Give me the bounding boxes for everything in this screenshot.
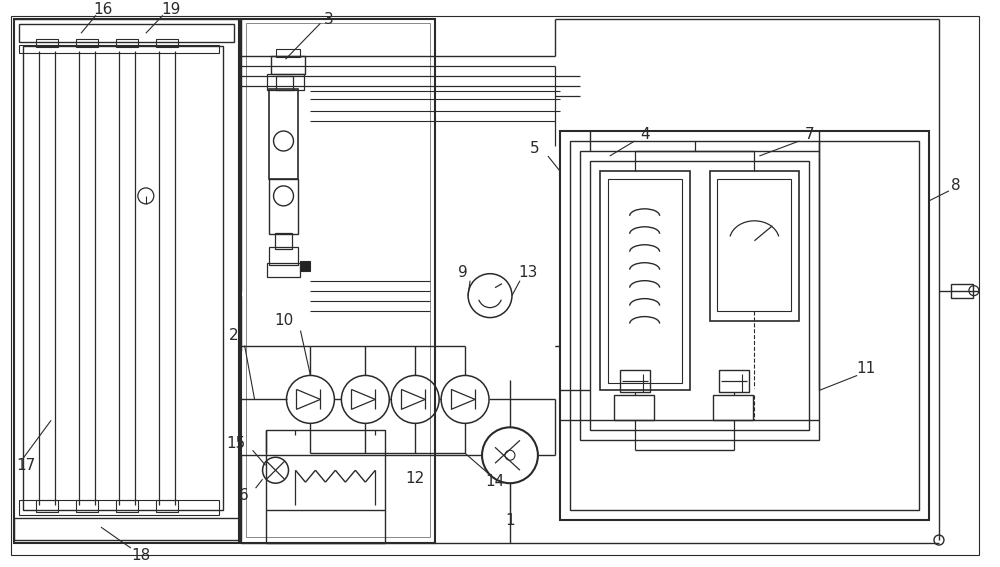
Bar — [267, 263, 300, 277]
Bar — [580, 151, 819, 441]
Text: 14: 14 — [485, 473, 505, 489]
Bar — [590, 161, 809, 430]
Bar — [23, 46, 223, 510]
Text: 1: 1 — [505, 513, 515, 528]
Text: 18: 18 — [131, 548, 150, 562]
Bar — [276, 49, 300, 57]
Bar — [269, 179, 298, 234]
Bar — [76, 500, 98, 512]
Bar — [266, 430, 385, 510]
Text: 6: 6 — [239, 488, 249, 503]
Bar — [36, 39, 58, 47]
Bar — [275, 233, 292, 249]
Bar — [620, 370, 650, 392]
Circle shape — [505, 450, 515, 460]
Bar — [14, 518, 239, 540]
Bar — [276, 76, 293, 90]
Bar — [717, 179, 791, 311]
Text: 15: 15 — [226, 436, 246, 451]
Bar — [269, 247, 298, 265]
Text: 4: 4 — [640, 126, 649, 142]
Text: 13: 13 — [518, 265, 538, 280]
Bar — [116, 500, 138, 512]
Text: 8: 8 — [951, 179, 961, 193]
Bar — [608, 179, 682, 383]
Bar — [76, 39, 98, 47]
Bar — [156, 39, 178, 47]
Bar — [14, 19, 239, 543]
Bar — [600, 171, 690, 391]
Text: 3: 3 — [324, 12, 333, 27]
Bar — [19, 24, 234, 43]
Bar — [560, 131, 929, 520]
Bar — [19, 500, 219, 515]
Bar — [116, 39, 138, 47]
Bar — [156, 500, 178, 512]
Bar — [300, 261, 310, 270]
Bar — [719, 370, 749, 392]
Text: 7: 7 — [804, 126, 814, 142]
Bar — [269, 89, 298, 179]
Text: 19: 19 — [161, 2, 180, 17]
Text: 12: 12 — [406, 471, 425, 486]
Text: 2: 2 — [229, 328, 239, 343]
Bar — [713, 395, 753, 420]
Bar — [570, 141, 919, 510]
Bar — [614, 395, 654, 420]
Text: 16: 16 — [93, 2, 113, 17]
Text: 5: 5 — [530, 142, 540, 156]
Text: 17: 17 — [16, 458, 35, 473]
Bar — [241, 19, 435, 543]
Bar — [36, 500, 58, 512]
Text: 11: 11 — [857, 361, 876, 376]
Bar — [246, 23, 430, 537]
Text: 9: 9 — [458, 265, 468, 280]
Text: 10: 10 — [274, 313, 293, 328]
Bar — [951, 284, 973, 298]
Bar — [19, 45, 219, 53]
Bar — [710, 171, 799, 320]
Bar — [267, 74, 304, 90]
Bar — [271, 56, 305, 74]
